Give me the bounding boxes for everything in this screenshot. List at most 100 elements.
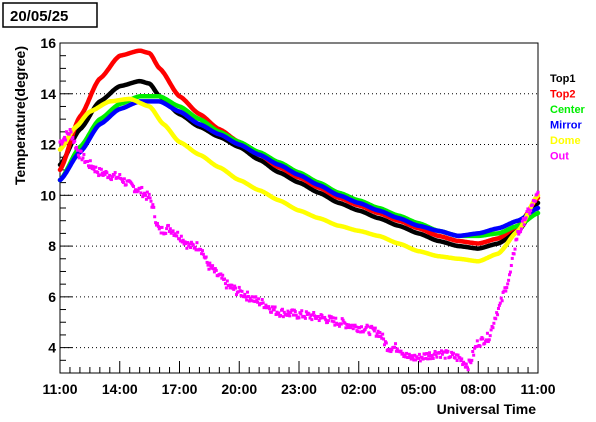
point-out	[387, 349, 391, 353]
point-out	[521, 217, 525, 221]
point-out	[438, 350, 442, 354]
point-out	[176, 230, 180, 234]
point-out	[337, 322, 341, 326]
point-out	[527, 208, 531, 212]
point-out	[87, 166, 91, 170]
point-out	[256, 300, 260, 304]
point-out	[86, 159, 90, 163]
point-out	[172, 233, 176, 237]
point-out	[536, 190, 540, 194]
point-out	[430, 354, 434, 358]
point-out	[309, 313, 313, 317]
point-out	[454, 353, 458, 357]
point-out	[347, 323, 351, 327]
point-out	[418, 359, 422, 363]
point-out	[317, 319, 321, 323]
point-out	[382, 337, 386, 341]
point-out	[412, 358, 416, 362]
point-out	[512, 252, 516, 256]
point-out	[300, 309, 304, 313]
point-out	[61, 140, 65, 144]
point-out	[97, 174, 101, 178]
point-out	[86, 164, 90, 168]
point-out	[79, 149, 83, 153]
point-out	[503, 286, 507, 290]
point-out	[516, 230, 520, 234]
point-out	[63, 135, 67, 139]
point-out	[175, 234, 179, 238]
point-out	[344, 326, 348, 330]
point-out	[82, 152, 86, 156]
point-out	[472, 353, 476, 357]
point-out	[370, 324, 374, 328]
point-out	[247, 299, 251, 303]
point-out	[167, 229, 171, 233]
point-out	[363, 327, 367, 331]
point-out	[331, 316, 335, 320]
point-out	[474, 345, 478, 349]
point-out	[426, 357, 430, 361]
point-out	[143, 191, 147, 195]
point-out	[485, 331, 489, 335]
point-out	[327, 314, 331, 318]
point-out	[382, 343, 386, 347]
point-out	[187, 244, 191, 248]
point-out	[505, 286, 509, 290]
point-out	[463, 365, 467, 369]
x-tick-label-1: 14:00	[102, 381, 138, 397]
point-out	[64, 138, 68, 142]
point-out	[70, 137, 74, 141]
point-out	[269, 310, 273, 314]
point-out	[263, 305, 267, 309]
point-out	[212, 270, 216, 274]
point-out	[466, 368, 470, 372]
point-out	[517, 232, 521, 236]
point-out	[239, 294, 243, 298]
point-out	[105, 171, 109, 175]
x-tick-label-7: 08:00	[460, 381, 496, 397]
point-out	[523, 218, 527, 222]
point-out	[210, 266, 214, 270]
y-axis-title: Temperature(degree)	[12, 46, 28, 185]
point-out	[242, 295, 246, 299]
point-out	[251, 299, 255, 303]
series-center	[57, 94, 541, 239]
point-out	[425, 352, 429, 356]
point-out	[313, 314, 317, 318]
point-out	[361, 330, 365, 334]
point-out	[285, 313, 289, 317]
point-out	[245, 298, 249, 302]
point-out	[343, 321, 347, 325]
point-out	[286, 309, 290, 313]
point-out	[486, 340, 490, 344]
point-out	[433, 349, 437, 353]
y-tick-label-5: 14	[40, 86, 56, 102]
point-out	[240, 289, 244, 293]
point-out	[250, 295, 254, 299]
point-out	[375, 332, 379, 336]
point-out	[155, 221, 159, 225]
point-out	[471, 350, 475, 354]
point-out	[141, 195, 145, 199]
point-out	[234, 293, 238, 297]
y-tick-label-1: 6	[48, 289, 56, 305]
point-out	[345, 322, 349, 326]
point-out	[103, 172, 107, 176]
point-out	[275, 310, 279, 314]
point-out	[465, 365, 469, 369]
point-out	[351, 327, 355, 331]
point-out	[462, 362, 466, 366]
point-out	[491, 326, 495, 330]
point-out	[109, 178, 113, 182]
plot-frame	[59, 42, 539, 374]
point-out	[246, 294, 250, 298]
point-out	[522, 223, 526, 227]
point-out	[281, 315, 285, 319]
point-out	[528, 211, 532, 215]
point-out	[439, 355, 443, 359]
point-out	[494, 317, 498, 321]
point-out	[519, 227, 523, 231]
point-out	[515, 237, 519, 241]
point-out	[459, 359, 463, 363]
point-out	[450, 350, 454, 354]
